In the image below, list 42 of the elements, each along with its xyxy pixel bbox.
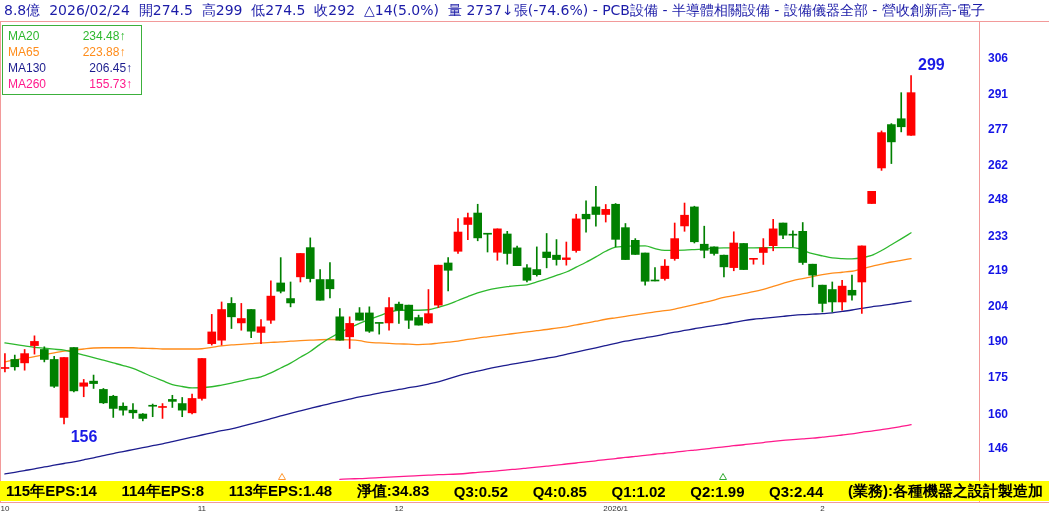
y-tick-label: 190: [988, 333, 1009, 348]
x-tick-label: 2: [820, 504, 826, 513]
y-tick-label: 248: [988, 192, 1009, 207]
chart-title: 8.8億 2026/02/24 開274.5 高299 低274.5 收292 △14(5.0%) 量 2737↓張(-74.6%) - PCB設備 - 半導體相關設備 - 設備儀器全部 - 營收創新高-電子: [3, 1, 985, 20]
text: MA130 206.45↑: [8, 60, 134, 76]
y-tick-label: 233: [988, 228, 1009, 243]
x-tick-label: 12: [394, 504, 404, 513]
annotation: Q3:2.44: [769, 482, 824, 500]
y-tick-label: 160: [988, 406, 1009, 421]
annotation: (業務):各種機器之設計製造加: [847, 481, 1043, 501]
text: 299: [918, 56, 945, 74]
y-tick-label: 219: [988, 262, 1009, 277]
candlestick: [443, 257, 453, 292]
y-tick-label: 262: [988, 158, 1009, 173]
candlestick: [0, 353, 10, 373]
candlestick: [79, 379, 89, 398]
annotation: Q1:1.02: [611, 482, 666, 500]
annotation: 156: [70, 428, 98, 446]
annotation: 115年EPS:14: [6, 481, 97, 501]
x-tick-label: 10: [0, 504, 10, 513]
y-tick-label: 306: [988, 50, 1009, 65]
y-tick-label: 146: [988, 440, 1009, 455]
y-tick-label: 277: [988, 121, 1009, 136]
candlestick: [276, 257, 286, 294]
text: MA65 223.88↑: [8, 44, 127, 60]
annotation: 113年EPS:1.48: [228, 481, 333, 501]
x-tick-label: 2026/1: [603, 504, 629, 513]
candlestick: [236, 303, 246, 331]
x-tick-label: 11: [197, 504, 207, 513]
y-tick-label: 204: [988, 299, 1009, 314]
line-series: [4, 300, 912, 475]
annotation: Q3:0.52: [453, 482, 509, 500]
annotation: Q2:1.99: [690, 482, 745, 500]
y-tick-label: 175: [988, 370, 1009, 385]
annotation: 114年EPS:8: [121, 481, 205, 501]
annotation: 淨值:34.83: [356, 481, 430, 501]
text: MA260 155.73↑: [8, 76, 134, 92]
line-series: [339, 424, 912, 480]
y-tick-label: 291: [988, 87, 1009, 102]
candlestick: [591, 185, 601, 227]
text: MA20 234.48↑: [8, 28, 127, 44]
annotation: Q4:0.85: [532, 482, 587, 500]
